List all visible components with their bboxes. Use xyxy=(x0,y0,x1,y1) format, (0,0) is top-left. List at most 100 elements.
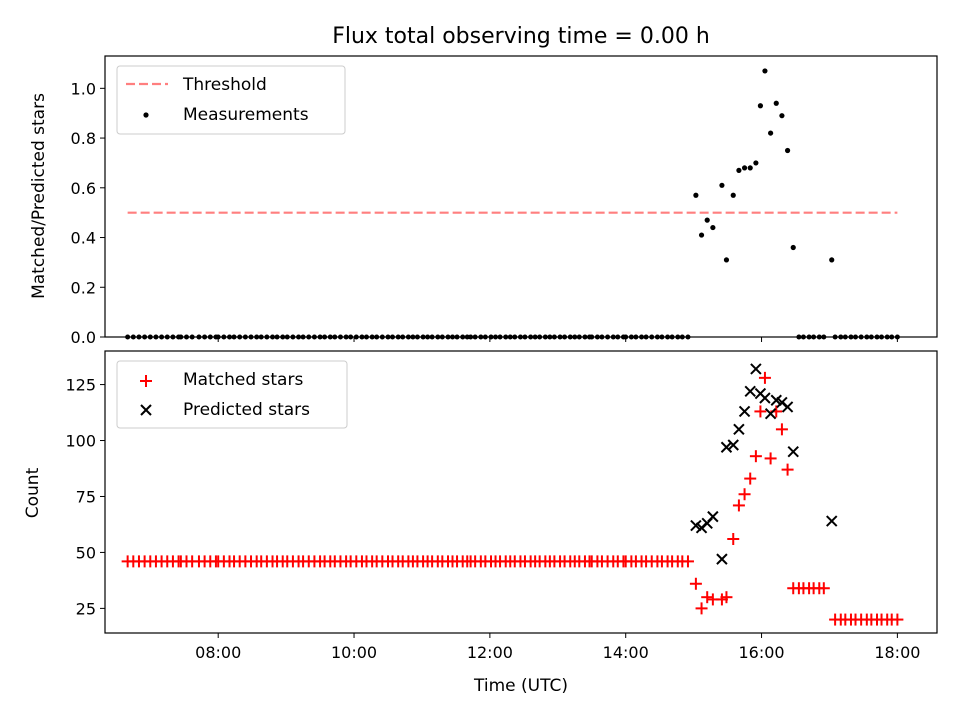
bottom-y-tick-label: 50 xyxy=(76,543,96,562)
top-marks xyxy=(125,68,900,340)
predicted-stars-marker xyxy=(727,439,739,451)
matched-stars-marker xyxy=(689,577,702,590)
predicted-stars-marker xyxy=(738,405,751,418)
bottom-y-tick-label: 75 xyxy=(76,487,96,506)
top-y-tick-label: 0.6 xyxy=(71,179,96,198)
bottom-y-axis: 25 50 75 100 125 xyxy=(65,376,105,618)
matched-stars-marker xyxy=(738,488,751,501)
predicted-stars-marker xyxy=(787,446,799,458)
top-x-ticks xyxy=(217,337,898,342)
bottom-x-tick-label: 18:00 xyxy=(874,643,920,662)
top-y-tick-label: 0.4 xyxy=(71,229,96,248)
matched-stars-marker xyxy=(732,499,745,512)
measurement-point xyxy=(762,68,768,74)
x-stroke-b xyxy=(690,519,702,532)
measurement-point xyxy=(779,113,785,119)
x-stroke-b xyxy=(733,423,745,436)
matched-stars-marker xyxy=(758,371,771,384)
measurement-point xyxy=(719,182,725,188)
top-plot-frame xyxy=(104,55,938,338)
matched-stars-marker xyxy=(781,463,794,476)
legend-predicted-label: Predicted stars xyxy=(183,400,310,420)
x-stroke-b xyxy=(727,439,739,451)
x-stroke-b xyxy=(720,441,733,453)
measurement-point xyxy=(784,147,791,154)
measurement-point xyxy=(747,165,753,171)
measurement-point xyxy=(698,232,705,238)
bottom-x-tick-label: 16:00 xyxy=(738,643,784,662)
x-stroke-b xyxy=(750,363,762,375)
measurement-point xyxy=(710,224,716,231)
top-y-tick-label: 0.8 xyxy=(71,129,96,148)
bottom-panel: 25 50 75 100 125 08:00 10:00 12:00 14:00 16:00 18… xyxy=(23,350,938,696)
measurement-point xyxy=(773,100,779,106)
matched-stars-marker xyxy=(775,423,788,436)
bottom-x-tick-label: 10:00 xyxy=(331,643,377,662)
legend-matched-label: Matched stars xyxy=(183,370,303,390)
matched-stars-marker xyxy=(764,452,777,465)
measurement-point xyxy=(730,192,736,198)
bottom-y-label: Count xyxy=(23,467,43,518)
bottom-x-tick-label: 08:00 xyxy=(195,643,241,662)
matched-stars-marker xyxy=(787,582,800,595)
measurement-point xyxy=(753,160,759,166)
predicted-stars-marker xyxy=(750,363,762,375)
measurement-point xyxy=(757,103,764,109)
top-legend: Threshold Measurements xyxy=(116,65,346,135)
legend-matched-swatch xyxy=(140,375,152,387)
matched-stars-marker xyxy=(701,591,714,604)
top-y-label: Matched/Predicted stars xyxy=(29,93,49,299)
bottom-x-label: Time (UTC) xyxy=(473,676,568,696)
x-stroke-b xyxy=(744,385,756,397)
predicted-stars-marker xyxy=(733,423,745,436)
predicted-stars-marker xyxy=(707,510,719,523)
x-stroke-b xyxy=(764,407,777,420)
matched-stars-marker xyxy=(744,472,757,485)
legend-measurements-swatch xyxy=(143,112,149,118)
predicted-stars-marker xyxy=(720,441,733,453)
x-stroke-b xyxy=(770,394,782,406)
predicted-stars-marker xyxy=(764,407,777,420)
bottom-x-tick-label: 14:00 xyxy=(603,643,649,662)
bottom-y-tick-label: 25 xyxy=(76,599,96,618)
predicted-stars-marker xyxy=(826,515,838,527)
x-stroke-b xyxy=(781,401,794,413)
matched-stars-marker xyxy=(727,533,740,545)
legend-threshold-label: Threshold xyxy=(182,75,267,95)
predicted-stars-marker xyxy=(716,553,728,565)
figure-title: Flux total observing time = 0.00 h xyxy=(332,24,710,49)
top-y-tick-label: 1.0 xyxy=(71,79,96,98)
matched-stars-marker xyxy=(681,555,694,568)
bottom-x-tick-label: 12:00 xyxy=(467,643,513,662)
x-stroke-b xyxy=(707,510,719,523)
bottom-y-tick-label: 100 xyxy=(65,432,96,451)
measurement-point xyxy=(741,165,748,171)
bottom-legend: Matched stars Predicted stars xyxy=(116,360,348,429)
measurement-point xyxy=(790,244,796,251)
bottom-plot-frame xyxy=(104,350,938,634)
measurement-point xyxy=(768,130,774,136)
measurement-point xyxy=(723,257,730,263)
matched-stars-marker xyxy=(695,602,708,615)
matched-stars-marker xyxy=(720,591,733,604)
measurement-point xyxy=(704,217,710,223)
bottom-legend-box xyxy=(116,360,348,429)
legend-measurements-label: Measurements xyxy=(183,105,309,125)
x-stroke-b xyxy=(759,392,771,404)
matched-stars-marker xyxy=(749,450,762,463)
matched-stars-marker xyxy=(754,405,767,418)
top-y-tick-label: 0.0 xyxy=(71,328,96,347)
bottom-x-axis: 08:00 10:00 12:00 14:00 16:00 18:00 xyxy=(195,633,920,662)
bottom-marks xyxy=(121,363,904,626)
matched-stars-marker xyxy=(817,582,830,595)
predicted-stars-marker xyxy=(744,385,756,397)
x-stroke-b xyxy=(738,405,751,418)
measurement-point xyxy=(693,192,699,198)
measurement-point xyxy=(829,257,835,263)
measurement-point xyxy=(736,167,742,173)
x-stroke-b xyxy=(716,553,728,565)
top-y-axis: 0.0 0.2 0.4 0.6 0.8 1.0 xyxy=(71,79,105,347)
predicted-stars-marker xyxy=(781,401,794,413)
x-stroke-b xyxy=(776,396,788,409)
